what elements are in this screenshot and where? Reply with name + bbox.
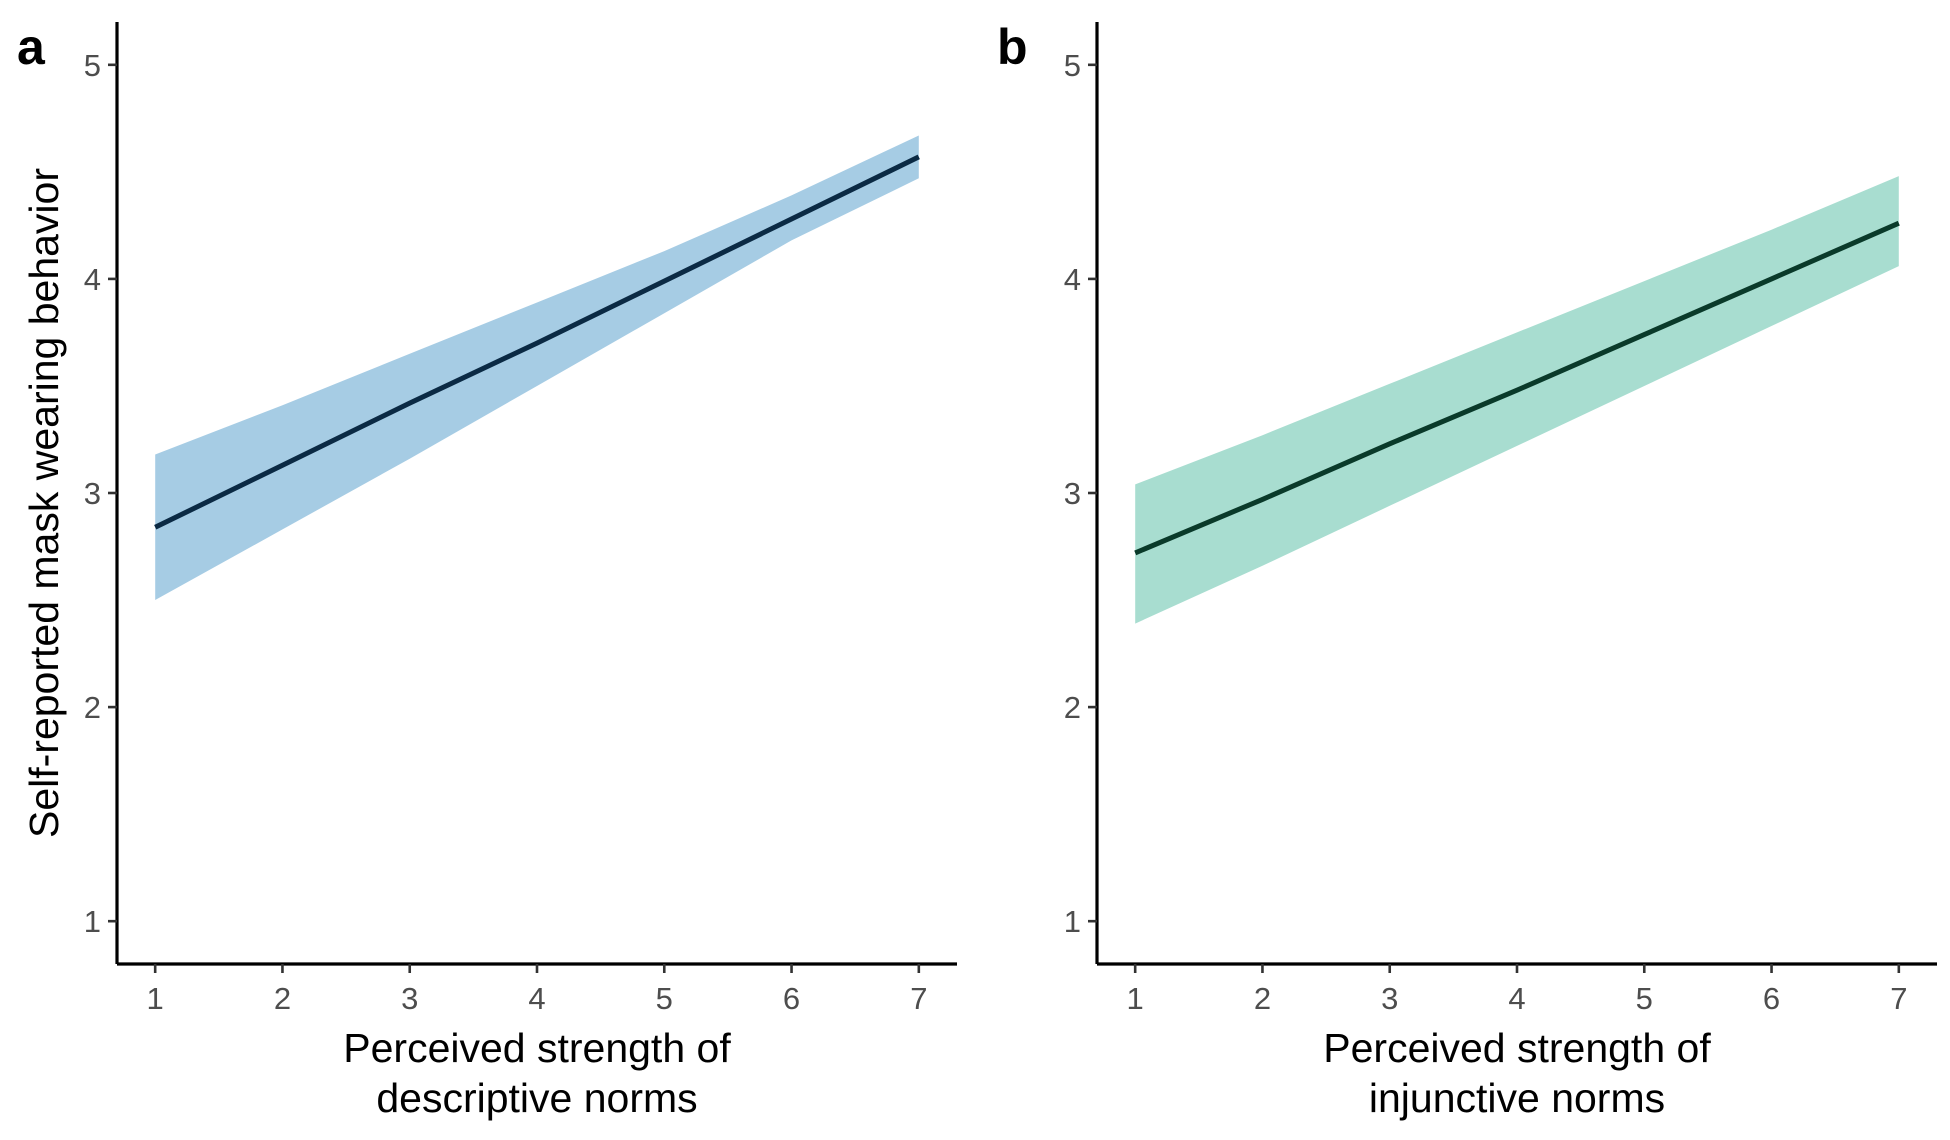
x-tick-label: 7 xyxy=(910,981,927,1016)
y-tick-label: 3 xyxy=(84,476,101,511)
y-tick-label: 4 xyxy=(84,262,101,297)
x-axis-title: Perceived strength of xyxy=(1323,1025,1711,1071)
panel-letter: a xyxy=(17,19,46,75)
y-tick-label: 1 xyxy=(84,904,101,939)
x-tick-label: 5 xyxy=(1636,981,1653,1016)
x-tick-label: 6 xyxy=(783,981,800,1016)
regression-line xyxy=(154,154,920,530)
x-tick-label: 7 xyxy=(1890,981,1907,1016)
x-tick-label: 1 xyxy=(1127,981,1144,1016)
x-tick-label: 3 xyxy=(401,981,418,1016)
confidence-band xyxy=(1135,176,1899,624)
panel-letter: b xyxy=(997,19,1028,75)
y-tick-label: 4 xyxy=(1064,262,1081,297)
x-tick-label: 2 xyxy=(1254,981,1271,1016)
y-tick-label: 5 xyxy=(84,48,101,83)
x-tick-label: 4 xyxy=(1508,981,1525,1016)
regression-line xyxy=(1134,220,1900,556)
x-tick-label: 2 xyxy=(274,981,291,1016)
y-axis-title: Self-reported mask wearing behavior xyxy=(21,168,67,838)
x-tick-label: 5 xyxy=(656,981,673,1016)
panel-b: 1 2 3 4 5 1 2 3 4 5 6 7 Perceived strength ofinjunct… xyxy=(997,19,1937,1121)
x-axis-title: injunctive norms xyxy=(1369,1075,1665,1121)
x-tick-label: 4 xyxy=(528,981,545,1016)
y-tick-label: 2 xyxy=(84,690,101,725)
y-tick-label: 2 xyxy=(1064,690,1081,725)
y-tick-label: 3 xyxy=(1064,476,1081,511)
x-tick-label: 1 xyxy=(147,981,164,1016)
x-axis-title: descriptive norms xyxy=(376,1075,697,1121)
y-tick-label: 1 xyxy=(1064,904,1081,939)
x-axis-title: Perceived strength of xyxy=(343,1025,731,1071)
x-tick-label: 3 xyxy=(1381,981,1398,1016)
confidence-band xyxy=(155,135,919,600)
x-tick-label: 6 xyxy=(1763,981,1780,1016)
panel-a: 1 2 3 4 5 1 2 3 4 5 6 7 Perceived strength ofdescrip… xyxy=(17,19,957,1121)
y-tick-label: 5 xyxy=(1064,48,1081,83)
